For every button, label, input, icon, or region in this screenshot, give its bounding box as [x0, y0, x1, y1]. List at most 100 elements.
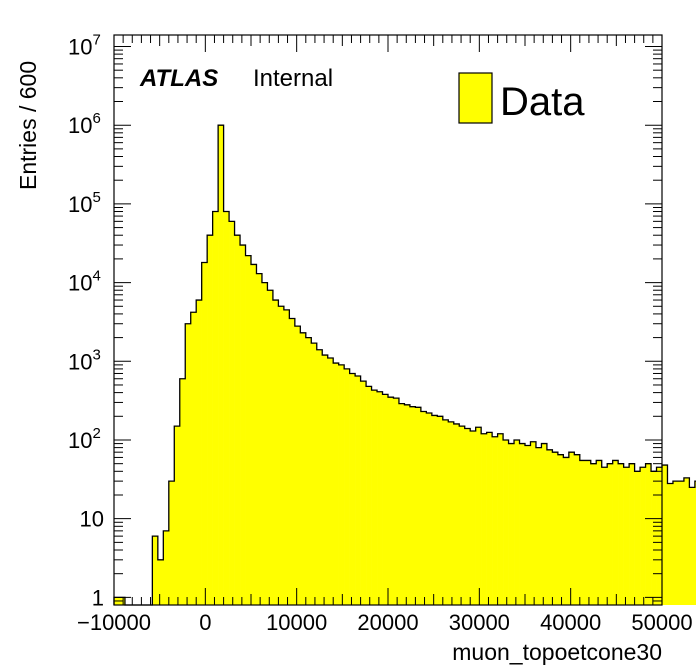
- histogram-bin: [585, 460, 592, 605]
- histogram-bin: [519, 443, 526, 605]
- histogram-bin: [503, 439, 509, 605]
- y-axis-title: Entries / 600: [15, 61, 41, 190]
- y-tick-label: 10: [80, 507, 104, 532]
- histogram-bin: [541, 443, 548, 605]
- histogram-bin: [535, 447, 542, 605]
- histogram-bin: [229, 221, 235, 605]
- histogram-bin: [256, 273, 263, 605]
- histogram-bin: [283, 309, 290, 605]
- histogram-bin: [185, 323, 192, 605]
- x-tick-label: 0: [199, 610, 211, 635]
- atlas-label: ATLAS: [139, 65, 218, 92]
- histogram-bin: [398, 403, 405, 605]
- histogram-bin: [437, 416, 444, 605]
- x-tick-labels: −10000 0 10000 20000 30000 40000 50000: [77, 610, 693, 635]
- histogram-bin: [601, 467, 608, 605]
- histogram-bin: [333, 363, 339, 605]
- x-tick-label: 50000: [631, 610, 692, 635]
- legend-swatch: [458, 72, 493, 124]
- histogram-bin: [377, 391, 383, 605]
- histogram-bin: [157, 559, 164, 605]
- histogram-bin: [508, 443, 515, 605]
- histogram-bin: [546, 449, 553, 605]
- histogram-bin: [678, 481, 685, 605]
- histogram-bin: [420, 411, 427, 605]
- histogram-bin: [579, 460, 586, 605]
- histogram-bin: [152, 536, 159, 605]
- y-tick-label: 103: [68, 346, 101, 374]
- histogram-bin: [163, 530, 170, 605]
- histogram-bin: [415, 407, 422, 605]
- histogram-bin: [442, 419, 449, 605]
- histogram-bin: [672, 481, 679, 605]
- histogram-bin: [612, 460, 619, 605]
- histogram-bin: [409, 406, 416, 605]
- x-tick-label: −10000: [77, 610, 151, 635]
- histogram-bin: [360, 381, 367, 605]
- histogram-bin: [557, 454, 564, 605]
- histogram-bin: [448, 421, 455, 605]
- y-tick-label: 105: [68, 189, 101, 217]
- histogram-bin: [574, 454, 581, 605]
- histogram-bin: [634, 471, 641, 605]
- histogram-bin: [590, 463, 597, 605]
- histogram-bin: [470, 431, 476, 605]
- histogram-bin: [683, 477, 690, 605]
- histogram-bin: [327, 358, 334, 605]
- axis-ticks: [113, 35, 663, 606]
- histogram-bin: [344, 368, 350, 605]
- histogram-bin: [475, 427, 482, 605]
- histogram-bin: [300, 332, 307, 605]
- histogram-bin: [694, 481, 696, 605]
- y-tick-label: 1: [92, 585, 104, 610]
- histogram-bin: [393, 398, 400, 605]
- histogram-bin: [190, 312, 197, 605]
- histogram-bin: [355, 376, 361, 605]
- histogram-bin: [382, 394, 389, 605]
- histogram-bin: [223, 211, 230, 605]
- histogram-bin: [207, 235, 213, 606]
- y-tick-label: 106: [68, 110, 101, 138]
- histogram-bin: [689, 487, 696, 605]
- y-tick-label: 102: [68, 425, 101, 453]
- histogram-bin: [640, 467, 646, 605]
- histogram-bin: [596, 460, 603, 605]
- histogram-bin: [240, 245, 246, 606]
- histogram-bin: [530, 441, 537, 605]
- histogram-bin: [338, 364, 345, 605]
- histogram-bin: [568, 452, 575, 605]
- histogram-bin: [278, 306, 285, 605]
- histogram-bin: [272, 300, 279, 605]
- histogram-bin: [316, 349, 323, 605]
- histogram-bin: [426, 413, 433, 605]
- histogram-bin: [431, 415, 438, 605]
- histogram-bin: [267, 290, 274, 605]
- histogram-bin: [371, 390, 378, 605]
- histogram-bin: [388, 397, 394, 605]
- histogram-bin: [366, 386, 372, 605]
- histogram-bin: [311, 343, 318, 605]
- histogram-bars: [114, 125, 696, 606]
- histogram-bin: [645, 463, 652, 605]
- histogram-bin: [201, 262, 208, 605]
- y-tick-label: 104: [68, 268, 101, 296]
- histogram-bin: [234, 235, 241, 606]
- histogram-bin: [459, 426, 466, 605]
- histogram-bin: [481, 433, 487, 605]
- x-tick-label: 10000: [266, 610, 327, 635]
- histogram-bin: [514, 439, 520, 605]
- histogram-bin: [629, 463, 635, 605]
- x-tick-label: 40000: [540, 610, 601, 635]
- histogram-bin: [212, 211, 219, 605]
- histogram-bin: [552, 452, 559, 605]
- histogram-bin: [607, 463, 613, 605]
- histogram-bin: [486, 432, 493, 605]
- histogram-bin: [651, 471, 657, 605]
- histogram-bin: [289, 318, 296, 605]
- internal-label: Internal: [253, 65, 333, 92]
- x-axis-title: muon_topoetcone30: [452, 639, 662, 665]
- histogram-bin: [261, 282, 268, 605]
- histogram-bin: [497, 433, 504, 605]
- x-tick-label: 30000: [449, 610, 510, 635]
